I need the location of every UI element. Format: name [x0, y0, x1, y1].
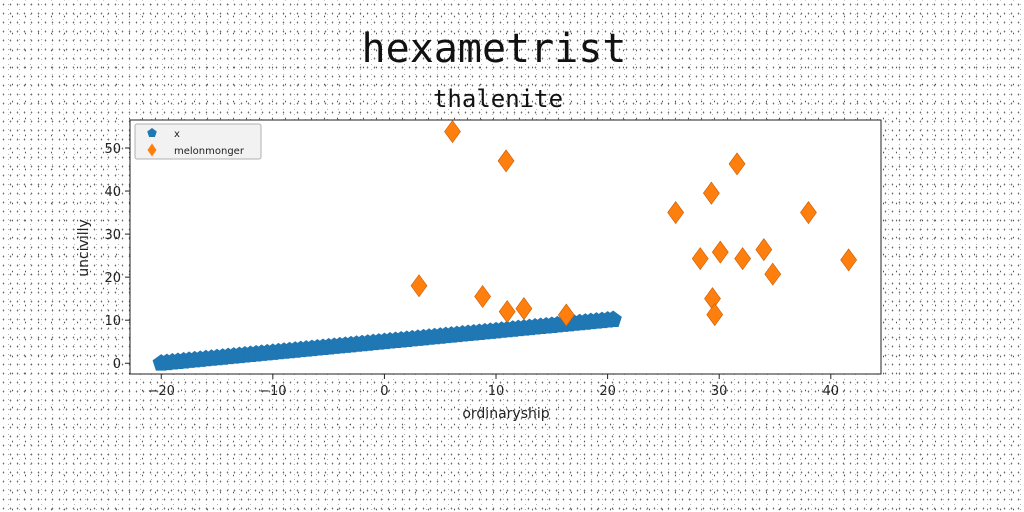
y-tick-label: 20	[104, 271, 121, 286]
data-point-melonmonger	[691, 247, 709, 271]
data-point-melonmonger	[498, 300, 516, 324]
data-point-melonmonger	[703, 181, 720, 205]
chart-title: hexametrist	[362, 26, 627, 72]
x-tick-label: 20	[599, 384, 616, 399]
legend-pentagon-icon	[147, 128, 157, 138]
data-point-melonmonger	[734, 247, 751, 271]
legend-label-x: x	[174, 129, 180, 140]
data-point-melonmonger	[667, 201, 685, 225]
y-axis-label: uncivilly	[76, 219, 92, 277]
x-tick-label: −10	[259, 384, 286, 399]
x-tick-label: −20	[148, 384, 175, 399]
x-tick-label: 10	[488, 384, 505, 399]
y-tick-label: 40	[104, 185, 121, 200]
y-tick-label: 0	[113, 357, 121, 372]
x-axis-label: ordinaryship	[462, 406, 549, 422]
x-tick-label: 0	[380, 384, 388, 399]
y-tick-label: 30	[104, 228, 121, 243]
data-point-melonmonger	[711, 240, 729, 264]
chart-subtitle: thalenite	[433, 85, 563, 113]
legend-marker-x	[147, 128, 157, 138]
y-tick-label: 10	[104, 314, 121, 329]
data-point-melonmonger	[840, 248, 858, 272]
legend-diamond-icon	[147, 143, 157, 157]
x-axis-ticks: −20 −10 0 10 20 30 40	[148, 374, 840, 399]
y-tick-label: 50	[104, 142, 121, 157]
legend: x melonmonger	[134, 123, 262, 160]
data-point-melonmonger	[557, 303, 575, 327]
y-axis-ticks: 0 10 20 30 40 50	[104, 142, 130, 372]
x-tick-label: 30	[711, 384, 728, 399]
data-point-melonmonger	[444, 120, 461, 144]
data-point-melonmonger	[764, 262, 782, 286]
series-x	[152, 310, 622, 371]
data-point-melonmonger	[728, 152, 746, 176]
data-point-melonmonger	[410, 274, 428, 298]
legend-box	[134, 123, 262, 160]
data-point-melonmonger	[755, 238, 773, 262]
series-melonmonger	[410, 120, 858, 327]
x-tick-label: 40	[823, 384, 840, 399]
data-point-melonmonger	[800, 201, 817, 225]
data-point-melonmonger	[515, 297, 533, 321]
legend-label-melonmonger: melonmonger	[174, 146, 245, 157]
legend-marker-melonmonger	[147, 143, 157, 157]
data-point-melonmonger	[706, 303, 724, 327]
data-point-melonmonger	[474, 284, 491, 309]
data-point-melonmonger	[497, 149, 515, 173]
data-point-x	[604, 310, 622, 328]
